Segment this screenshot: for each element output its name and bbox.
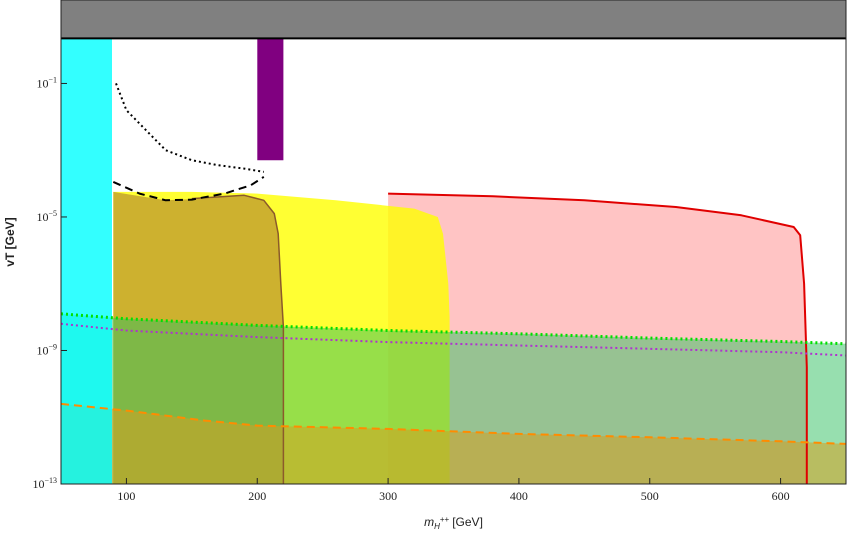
chart-curves [61, 37, 846, 484]
x-label-sub: H [434, 522, 440, 531]
green-dotted-curve [61, 312, 846, 346]
x-tick-label: 500 [641, 489, 659, 503]
x-tick-label: 600 [772, 489, 790, 503]
y-tick-label: 10−5 [36, 209, 57, 224]
black-dotted-curve [115, 83, 264, 173]
x-tick-label: 100 [117, 489, 135, 503]
orange-dashed-curve [61, 402, 846, 445]
x-label-sup: ++ [440, 515, 450, 524]
black-dashed-curve [112, 176, 265, 202]
cyan-band [61, 38, 112, 484]
chart-regions [61, 0, 846, 484]
y-tick-label: 10−9 [36, 342, 57, 357]
purple-band [257, 38, 284, 161]
magenta-dotted-curve [61, 322, 846, 357]
y-axis-label: vT [GeV] [3, 217, 17, 266]
plot-frame [60, 0, 847, 485]
x-axis-label: mH++ [GeV] [424, 515, 483, 531]
y-tick-label: 10−1 [36, 75, 57, 90]
x-tick-label: 200 [248, 489, 266, 503]
red-boundary-curve [388, 192, 808, 484]
x-label-main: m [424, 515, 434, 529]
brown-boundary-curve [191, 194, 285, 484]
orange-region [61, 403, 846, 484]
y-axis-ticks: 10−13 10−9 10−5 10−1 [32, 75, 67, 491]
x-tick-label: 300 [379, 489, 397, 503]
top-excluded-band [61, 0, 846, 39]
x-tick-label: 400 [510, 489, 528, 503]
y-tick-label: 10−13 [32, 476, 57, 491]
x-axis-ticks: 100 200 300 400 500 600 [117, 478, 790, 503]
x-label-unit: [GeV] [452, 515, 483, 529]
